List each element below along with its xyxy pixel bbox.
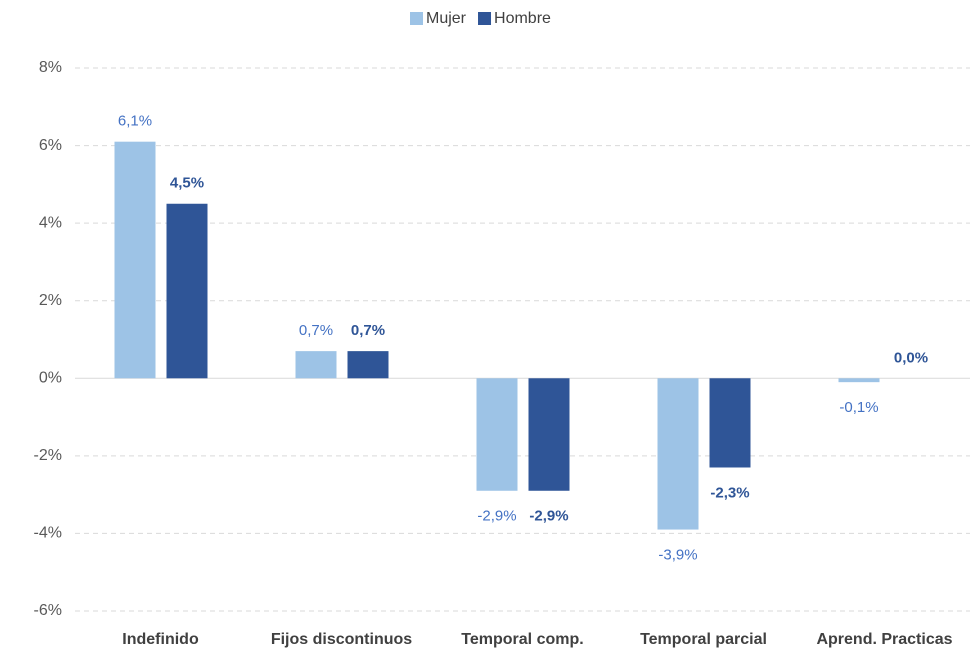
bar [838, 378, 880, 383]
y-tick-label: 2% [39, 292, 62, 309]
data-label: -2,9% [477, 508, 516, 525]
y-tick-label: 0% [39, 370, 62, 387]
legend-swatch [410, 12, 423, 25]
y-tick-label: 6% [39, 137, 62, 154]
bar [476, 378, 518, 491]
bar [114, 141, 156, 379]
data-label: -2,3% [710, 484, 749, 501]
y-tick-label: -4% [34, 525, 62, 542]
data-label: -0,1% [839, 399, 878, 416]
x-tick-label: Temporal comp. [461, 631, 583, 648]
x-tick-label: Fijos discontinuos [271, 631, 412, 648]
bar [295, 351, 337, 379]
y-tick-label: -6% [34, 602, 62, 619]
legend-label: Hombre [494, 10, 551, 27]
bar [166, 203, 208, 379]
x-tick-label: Indefinido [122, 631, 199, 648]
bar [709, 378, 751, 468]
y-tick-label: -2% [34, 447, 62, 464]
data-label: 6,1% [118, 113, 152, 130]
bar [657, 378, 699, 530]
data-label: 0,7% [351, 322, 385, 339]
data-label: -3,9% [658, 547, 697, 564]
bar [347, 351, 389, 379]
data-label: 4,5% [170, 175, 204, 192]
bar [528, 378, 570, 491]
y-tick-label: 4% [39, 214, 62, 231]
legend-label: Mujer [426, 10, 467, 27]
y-tick-label: 8% [39, 59, 62, 76]
data-label: -2,9% [529, 508, 568, 525]
x-tick-label: Aprend. Practicas [816, 631, 952, 648]
data-label: 0,0% [894, 349, 928, 366]
x-tick-label: Temporal parcial [640, 631, 767, 648]
legend-swatch [478, 12, 492, 25]
data-label: 0,7% [299, 322, 333, 339]
